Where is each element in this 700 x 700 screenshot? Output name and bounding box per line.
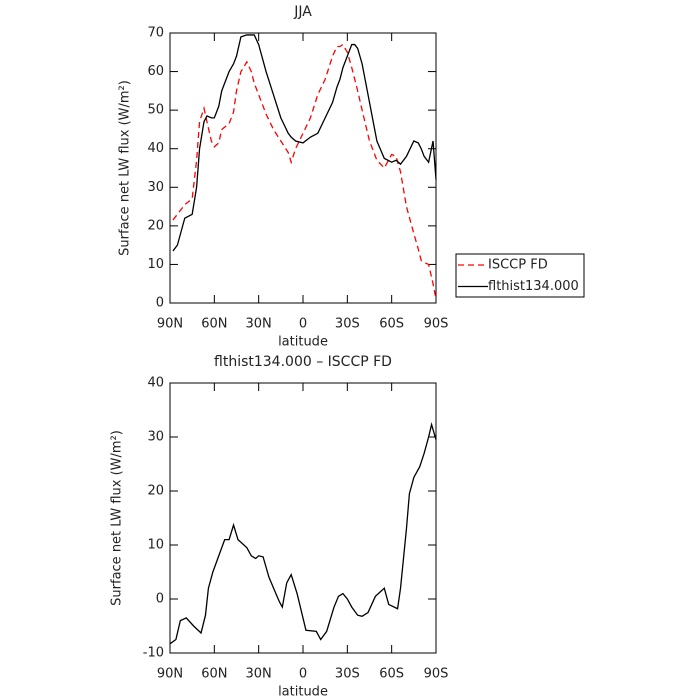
y-tick-label: 40 — [147, 376, 164, 391]
x-tick-label: 60S — [379, 317, 404, 332]
data-line — [172, 34, 437, 252]
plot-frame — [169, 382, 437, 654]
x-tick-label: 0 — [299, 317, 307, 332]
y-tick-label: 0 — [156, 592, 164, 607]
y-tick-label: 30 — [147, 180, 164, 195]
x-axis-label: latitude — [278, 685, 328, 700]
y-axis-label: Surface net LW flux (W/m²) — [110, 430, 125, 606]
data-line — [172, 43, 437, 300]
legend-label: flthist134.000 — [488, 279, 579, 294]
chart-title: JJA — [293, 4, 312, 20]
y-tick-label: 10 — [147, 257, 164, 272]
y-tick-label: 70 — [147, 26, 164, 41]
y-tick-label: 20 — [147, 218, 164, 233]
legend-label: ISCCP FD — [488, 258, 548, 273]
y-tick-label: 0 — [156, 296, 164, 311]
x-tick-label: 30N — [246, 667, 272, 682]
x-tick-label: 60N — [201, 667, 227, 682]
y-tick-label: 40 — [147, 141, 164, 156]
x-tick-label: 90N — [157, 317, 183, 332]
y-tick-label: 20 — [147, 484, 164, 499]
y-tick-label: 60 — [147, 64, 164, 79]
x-tick-label: 60N — [201, 317, 227, 332]
x-tick-label: 0 — [299, 667, 307, 682]
legend-box — [455, 253, 585, 298]
y-tick-label: -10 — [143, 646, 164, 661]
x-tick-label: 30N — [246, 317, 272, 332]
x-tick-label: 90S — [424, 317, 449, 332]
x-tick-label: 90S — [424, 667, 449, 682]
legend: ISCCP FD flthist134.000 — [455, 253, 585, 298]
data-line — [169, 422, 437, 645]
x-axis-label: latitude — [278, 335, 328, 350]
chart-title: flthist134.000 – ISCCP FD — [214, 354, 392, 370]
x-tick-label: 30S — [335, 667, 360, 682]
y-tick-label: 10 — [147, 538, 164, 553]
y-tick-label: 50 — [147, 103, 164, 118]
x-tick-label: 60S — [379, 667, 404, 682]
x-tick-label: 90N — [157, 667, 183, 682]
y-tick-label: 30 — [147, 430, 164, 445]
plot-frame — [169, 32, 437, 304]
x-tick-label: 30S — [335, 317, 360, 332]
y-axis-label: Surface net LW flux (W/m²) — [118, 80, 133, 256]
